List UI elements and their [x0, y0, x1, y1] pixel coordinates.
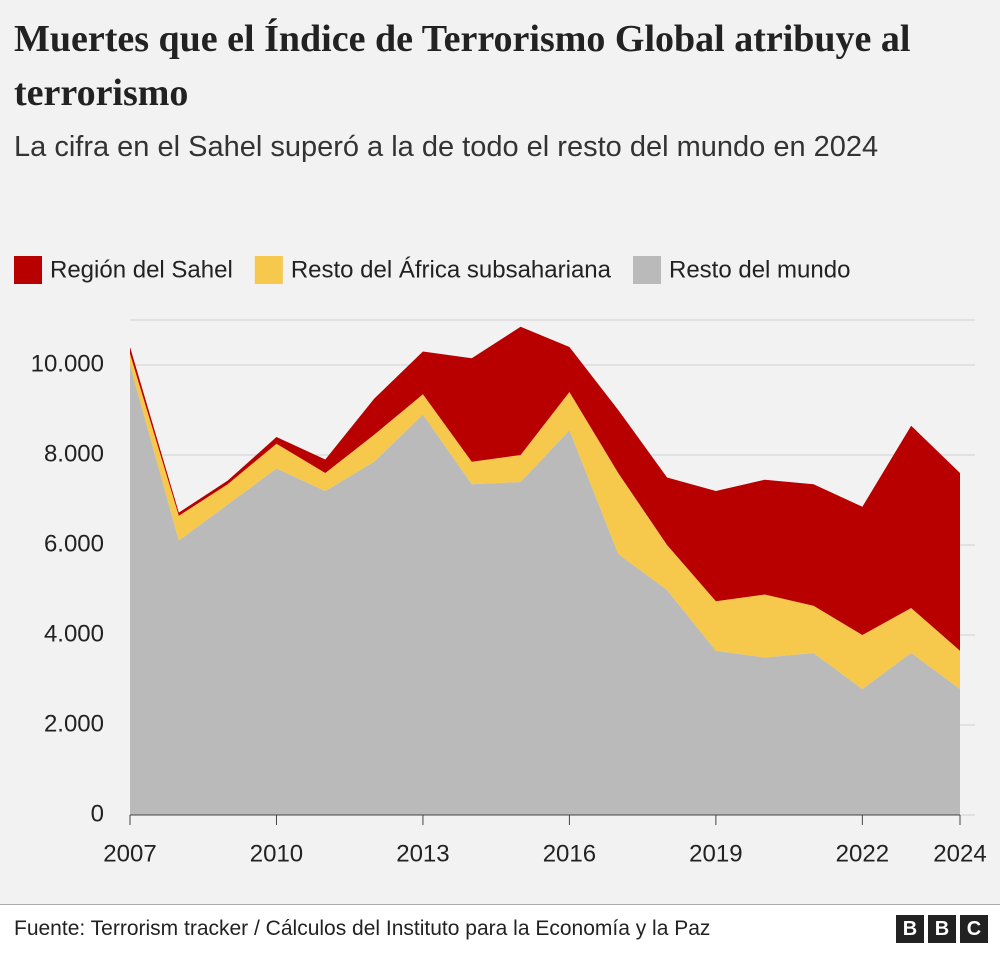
x-tick-label: 2024	[933, 840, 986, 867]
chart-title: Muertes que el Índice de Terrorismo Glob…	[14, 18, 911, 114]
y-tick-label: 2.000	[44, 710, 104, 737]
y-tick-label: 6.000	[44, 530, 104, 557]
legend-swatch	[14, 256, 42, 284]
y-tick-label: 10.000	[31, 350, 104, 377]
logo-letter: B	[928, 915, 956, 943]
legend-swatch	[254, 256, 283, 284]
y-tick-label: 8.000	[44, 440, 104, 467]
logo-letter: B	[896, 915, 924, 943]
x-tick-label: 2022	[836, 840, 889, 867]
y-tick-label: 4.000	[44, 620, 104, 647]
source: Fuente: Terrorism tracker / Cálculos del…	[14, 917, 711, 940]
chart: Región del Sahel Resto del África subsaha…	[14, 256, 987, 867]
legend-swatch	[633, 256, 661, 284]
x-tick-label: 2016	[543, 840, 596, 867]
x-tick-label: 2007	[103, 840, 156, 867]
area	[130, 326, 960, 651]
logo-letter: C	[960, 915, 988, 943]
legend-label: Región del Sahel	[50, 256, 233, 283]
area	[130, 353, 960, 689]
footer: Fuente: Terrorism tracker / Cálculos del…	[0, 904, 1000, 953]
legend-label: Resto del África subsahariana	[291, 256, 612, 283]
y-tick-label: 0	[91, 800, 104, 827]
logo: B B C	[896, 915, 988, 943]
legend-label: Resto del mundo	[669, 256, 850, 283]
chart-subtitle: La cifra en el Sahel superó a la de todo…	[14, 131, 879, 163]
x-tick-label: 2019	[689, 840, 742, 867]
x-tick-label: 2013	[396, 840, 449, 867]
area	[130, 365, 960, 815]
x-tick-label: 2010	[250, 840, 303, 867]
